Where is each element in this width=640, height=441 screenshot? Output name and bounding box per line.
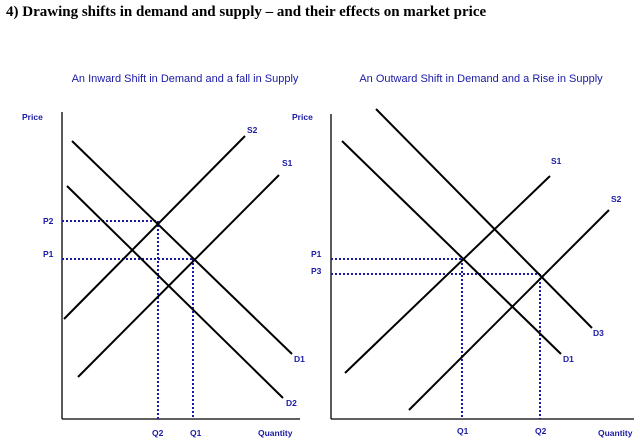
right-label-d1: D1: [563, 354, 574, 364]
left-label-s2: S2: [247, 125, 258, 135]
left-label-p1: P1: [43, 249, 54, 259]
right-label-q1: Q1: [457, 426, 469, 436]
left-label-d2: D2: [286, 398, 297, 408]
right-panel: An Outward Shift in Demand and a Rise in…: [292, 73, 634, 438]
left-supply-curve-s1: [77, 174, 280, 378]
left-demand-curve-d2: [66, 185, 284, 399]
right-label-s2: S2: [611, 194, 622, 204]
left-label-q2: Q2: [152, 428, 164, 438]
left-label-q1: Q1: [190, 428, 202, 438]
right-label-d3: D3: [593, 328, 604, 338]
right-panel-title: An Outward Shift in Demand and a Rise in…: [359, 73, 603, 85]
right-label-p3: P3: [311, 266, 322, 276]
right-y-axis-label: Price: [292, 112, 313, 122]
page-heading: 4) Drawing shifts in demand and supply –…: [6, 4, 487, 20]
left-label-s1: S1: [282, 158, 293, 168]
right-demand-curve-d1: [341, 140, 562, 355]
right-label-s1: S1: [551, 156, 562, 166]
right-label-q2: Q2: [535, 426, 547, 436]
right-x-axis-label: Quantity: [598, 428, 633, 438]
right-label-p1: P1: [311, 249, 322, 259]
right-demand-curve-d3: [375, 108, 593, 329]
left-supply-curve-s2: [63, 135, 246, 320]
left-label-d1: D1: [294, 354, 305, 364]
left-x-axis-label: Quantity: [258, 428, 293, 438]
left-panel-title: An Inward Shift in Demand and a fall in …: [72, 73, 299, 85]
left-panel: An Inward Shift in Demand and a fall in …: [22, 73, 305, 438]
right-supply-curve-s2: [408, 209, 610, 411]
left-demand-curve-d1: [71, 140, 293, 355]
left-y-axis-label: Price: [22, 112, 43, 122]
right-supply-curve-s1: [344, 175, 551, 374]
left-label-p2: P2: [43, 216, 54, 226]
